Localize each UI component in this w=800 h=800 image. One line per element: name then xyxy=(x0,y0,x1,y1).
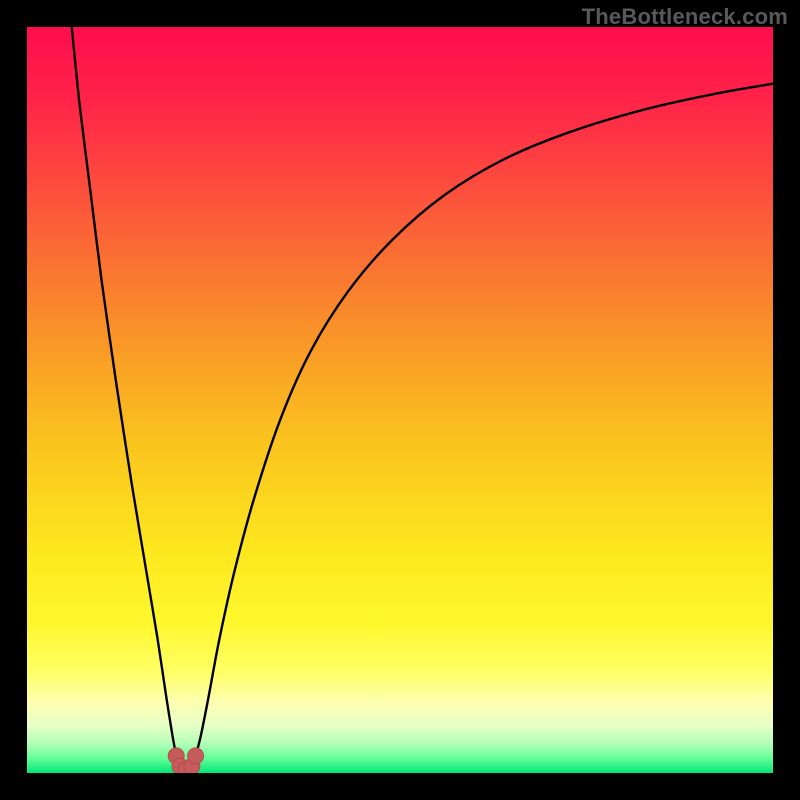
watermark-text: TheBottleneck.com xyxy=(582,4,788,30)
dip-marker xyxy=(188,748,204,764)
chart-container: { "watermark": { "text": "TheBottleneck.… xyxy=(0,0,800,800)
curve-segment xyxy=(196,84,773,756)
plot-area xyxy=(27,27,773,773)
curve-segment xyxy=(72,27,176,756)
bottleneck-curve xyxy=(27,27,773,773)
